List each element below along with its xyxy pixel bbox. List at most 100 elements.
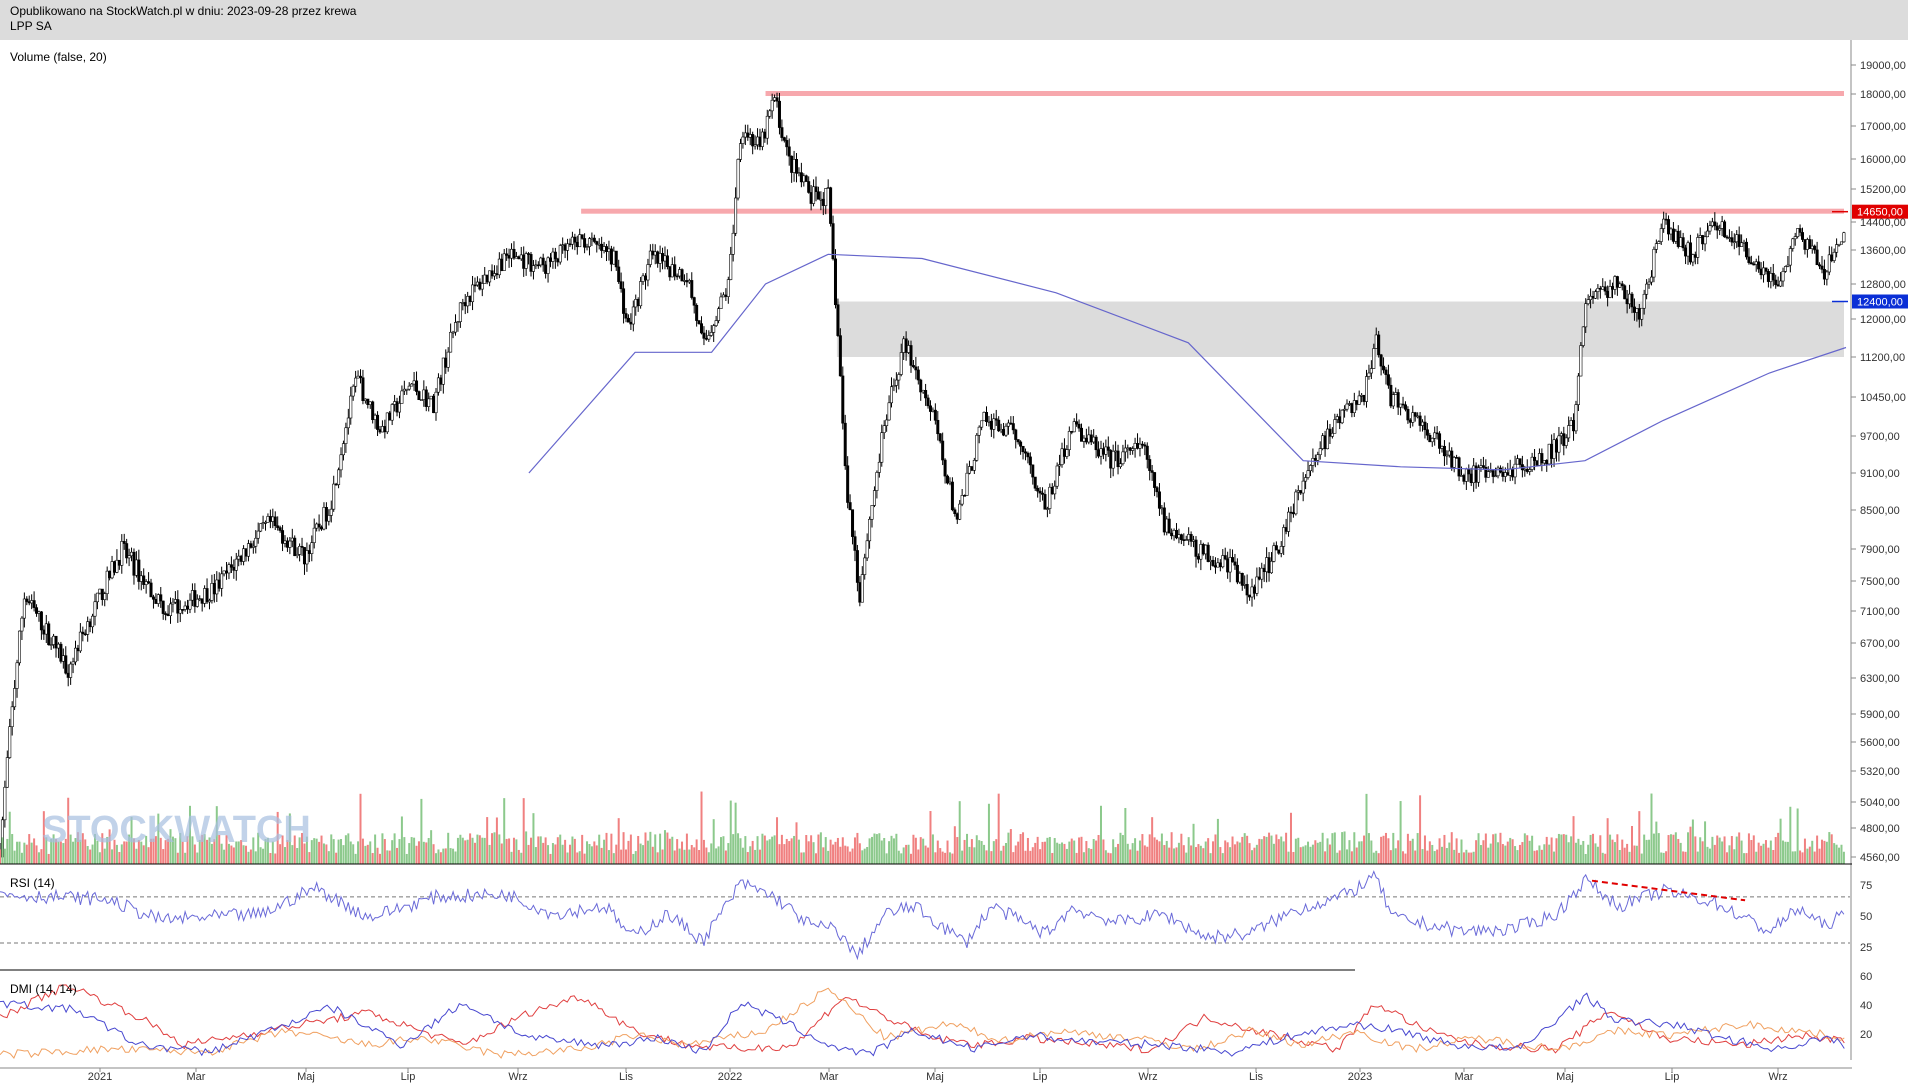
volume-bar (1285, 832, 1288, 864)
candle-body (872, 490, 876, 506)
volume-bar (1655, 821, 1658, 864)
volume-bar (488, 844, 491, 864)
volume-bar (1582, 841, 1585, 864)
volume-bar (905, 844, 908, 864)
candle-body (142, 575, 146, 585)
volume-bar (308, 852, 311, 864)
candle-body (95, 592, 99, 603)
candle-body (609, 248, 613, 265)
candle-body (860, 574, 864, 603)
volume-bar (827, 850, 830, 864)
volume-bar (1477, 833, 1480, 864)
volume-bar (1302, 846, 1305, 864)
candle-body (1335, 416, 1339, 420)
volume-bar (16, 841, 19, 864)
volume-bar (1187, 837, 1190, 864)
volume-bar (1019, 834, 1022, 864)
volume-bar (1194, 847, 1197, 864)
x-tick-label: Maj (297, 1071, 315, 1083)
candle-body (1805, 239, 1809, 250)
candle-body (134, 559, 138, 576)
price-tick-label: 10450,00 (1860, 392, 1906, 404)
candle-body (924, 390, 928, 399)
volume-bar (1528, 840, 1531, 864)
candle-body (1701, 235, 1705, 245)
candle-body (1506, 472, 1510, 476)
candle-body (424, 389, 428, 407)
candle-body (393, 401, 397, 405)
candle-body (536, 264, 540, 267)
volume-bar (81, 833, 84, 864)
volume-bar (315, 838, 318, 864)
candle-body (1014, 429, 1018, 440)
candle-body (1357, 395, 1361, 405)
volume-bar (55, 839, 58, 864)
candle-body (1055, 465, 1059, 487)
candle-body (987, 420, 991, 423)
volume-bar (1708, 848, 1711, 864)
volume-bar (93, 833, 96, 864)
volume-bar (880, 840, 883, 864)
volume-bar (230, 845, 233, 864)
volume-bar (378, 853, 381, 864)
volume-bar (1682, 851, 1685, 864)
candle-body (566, 243, 570, 251)
volume-bar (663, 830, 666, 864)
candle-body (64, 655, 68, 674)
candle-body (1204, 544, 1208, 555)
candle-body (86, 621, 90, 635)
volume-bar (301, 833, 304, 864)
candle-body (1530, 456, 1534, 470)
volume-bar (1039, 849, 1042, 864)
volume-bar (293, 835, 296, 864)
volume-bar (162, 849, 165, 864)
volume-bar (125, 841, 128, 864)
candle-body (1250, 586, 1254, 598)
candle-body (568, 243, 572, 246)
volume-bar (1635, 845, 1638, 864)
volume-bar (966, 833, 969, 864)
candle-body (74, 647, 78, 663)
volume-bar (135, 848, 138, 864)
volume-bar (1587, 844, 1590, 864)
candle-body (1313, 458, 1317, 461)
candle-body (675, 275, 679, 278)
candle-body (914, 366, 918, 371)
candle-body (678, 269, 682, 277)
volume-bar (1479, 845, 1482, 864)
volume-bar (128, 834, 131, 864)
candle-body (700, 323, 704, 334)
candle-body (256, 530, 260, 539)
volume-bar (279, 844, 282, 864)
volume-bar (0, 849, 1, 864)
candle-body (151, 596, 155, 600)
x-tick-label: 2023 (1348, 1071, 1372, 1083)
volume-bar (1241, 836, 1244, 864)
volume-bar (1577, 838, 1580, 864)
candle-body (1447, 450, 1451, 456)
candle-body (300, 545, 304, 548)
candle-body (429, 395, 433, 400)
volume-bar (919, 837, 922, 864)
volume-bar (208, 837, 211, 864)
candle-body (1727, 237, 1731, 239)
candle-body (953, 509, 957, 514)
candle-body (1679, 237, 1683, 247)
volume-bar (435, 853, 438, 864)
candle-body (1396, 392, 1400, 408)
candle-body (709, 332, 713, 336)
candle-body (1657, 241, 1661, 244)
candle-body (1667, 219, 1671, 235)
candle-body (61, 655, 65, 662)
candle-body (507, 255, 511, 259)
volume-bar (76, 832, 79, 864)
candle-body (178, 609, 182, 614)
volume-bar (824, 837, 827, 864)
candle-body (843, 422, 847, 467)
dmi-title: DMI (14, 14) (10, 982, 77, 996)
candle-body (273, 516, 277, 527)
candle-body (580, 234, 584, 239)
candle-body (351, 385, 355, 397)
volume-bar (917, 849, 920, 864)
candle-body (592, 237, 596, 242)
